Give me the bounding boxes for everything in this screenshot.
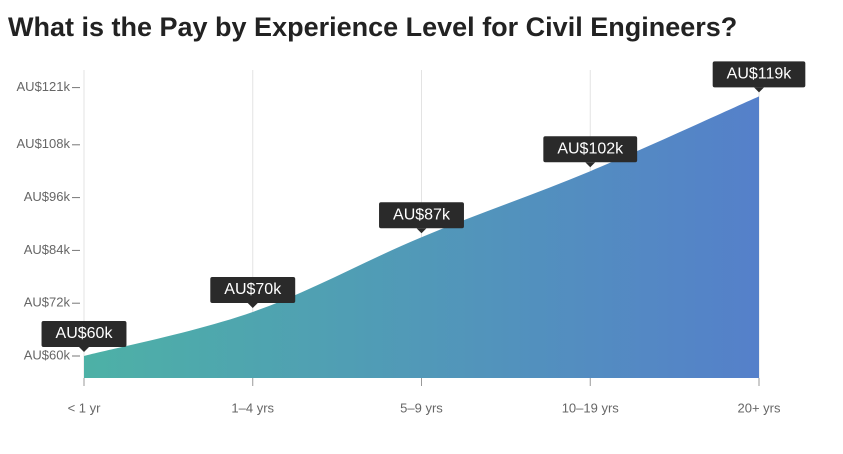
callout-pointer [585, 162, 596, 168]
value-callout: AU$87k [379, 202, 464, 234]
x-tick-label: < 1 yr [68, 400, 102, 415]
y-tick-label: AU$84k [24, 242, 71, 257]
y-tick-label: AU$108k [17, 136, 71, 151]
callout-box [210, 277, 296, 303]
chart-title: What is the Pay by Experience Level for … [8, 12, 737, 42]
callout-pointer [754, 87, 764, 93]
value-label: AU$102k [557, 140, 624, 157]
y-tick-label: AU$121k [17, 79, 71, 94]
callout-pointer [79, 347, 89, 352]
callout-box [543, 136, 638, 163]
x-tick-label: 1–4 yrs [231, 400, 274, 415]
y-tick-label: AU$72k [24, 295, 71, 310]
callout-pointer [416, 228, 427, 234]
value-callout: AU$60k [41, 321, 127, 352]
value-callout: AU$70k [210, 277, 296, 308]
x-tick-label: 5–9 yrs [400, 400, 443, 415]
value-label: AU$60k [56, 325, 114, 342]
area [84, 96, 759, 379]
callout-box [712, 61, 806, 88]
value-callout: AU$102k [543, 136, 638, 168]
value-label: AU$70k [224, 281, 282, 298]
callout-box [41, 321, 127, 347]
callout-box [379, 202, 464, 229]
value-callout: AU$119k [712, 61, 806, 93]
x-tick-label: 10–19 yrs [562, 400, 620, 415]
value-label: AU$119k [727, 66, 793, 83]
y-tick-label: AU$96k [24, 189, 71, 204]
callout-pointer [247, 303, 258, 308]
y-tick-label: AU$60k [24, 347, 71, 362]
value-label: AU$87k [393, 206, 451, 223]
x-tick-label: 20+ yrs [738, 400, 781, 415]
